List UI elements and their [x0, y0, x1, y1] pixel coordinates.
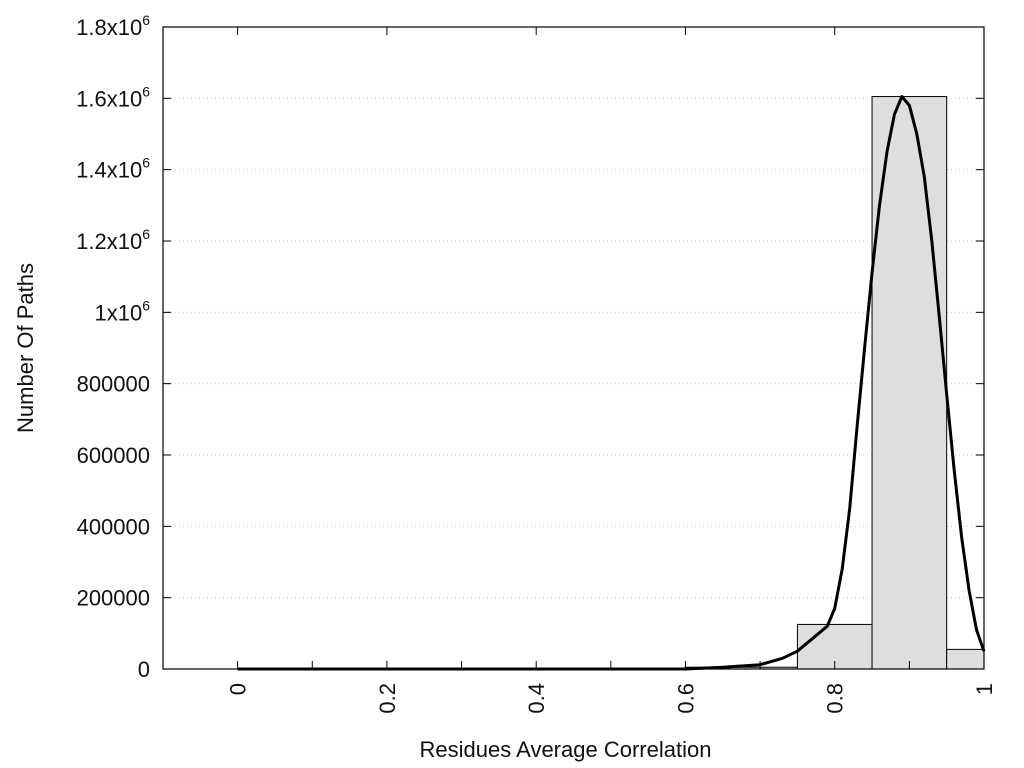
y-tick-label: 800000 [77, 372, 150, 397]
plot-frame [162, 26, 985, 670]
histogram-bar-3 [946, 648, 985, 670]
y-axis-ticks: 0 200000 400000 600000 800000 1x106 1.2x106 1.4… [76, 12, 984, 682]
x-tick-label: 0.4 [524, 683, 549, 714]
x-tick-label: 0 [226, 683, 251, 695]
y-tick-label: 600000 [77, 443, 150, 468]
y-tick-label: 1.2x106 [76, 226, 150, 254]
y-tick-label: 400000 [77, 514, 150, 539]
fit-curve [237, 95, 986, 671]
y-tick-label: 1.4x106 [76, 155, 150, 183]
x-tick-label: 0.6 [673, 683, 698, 714]
histogram-bars [684, 96, 985, 670]
x-tick-label: 1 [972, 683, 997, 695]
y-tick-label: 0 [138, 657, 150, 682]
fit-curve-layer [237, 95, 986, 671]
histogram-bar-2 [871, 96, 948, 670]
grid-lines [163, 97, 984, 599]
y-tick-label: 1x106 [94, 297, 150, 325]
y-tick-label: 1.8x106 [76, 12, 150, 40]
y-tick-label: 200000 [77, 586, 150, 611]
x-axis-label: Residues Average Correlation [420, 737, 712, 762]
x-axis-ticks: 0 0.2 0.4 0.6 0.8 1 [226, 27, 997, 714]
x-tick-label: 0.2 [375, 683, 400, 714]
y-axis-label: Number Of Paths [13, 263, 38, 433]
y-tick-label: 1.6x106 [76, 83, 150, 111]
x-tick-label: 0.8 [823, 683, 848, 714]
